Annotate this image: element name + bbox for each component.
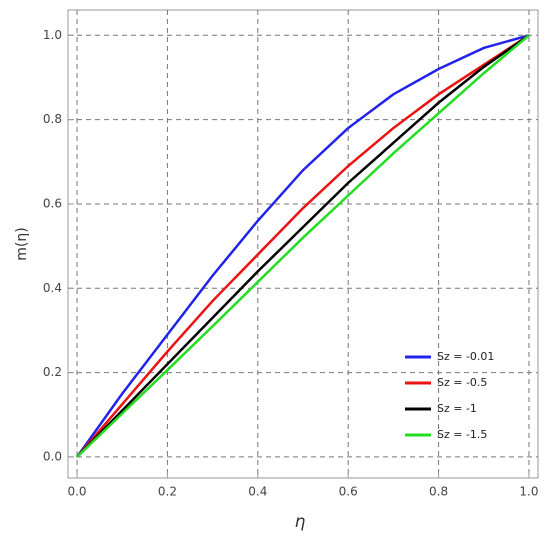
y-tick-label: 0.4 (43, 281, 62, 295)
legend-label: Sz = -0.01 (437, 350, 494, 363)
legend-label: Sz = -1 (437, 402, 477, 415)
x-tick-label: 0.2 (158, 485, 177, 499)
y-tick-label: 0.8 (43, 112, 62, 126)
x-tick-label: 0.6 (339, 485, 358, 499)
legend-label: Sz = -1.5 (437, 428, 487, 441)
series-line (76, 34, 530, 458)
series-line (76, 34, 530, 458)
y-tick-label: 0.0 (43, 449, 62, 463)
x-tick-label: 0.4 (248, 485, 267, 499)
y-tick-label: 0.6 (43, 196, 62, 210)
x-axis-label: η (295, 512, 306, 532)
series-line (76, 34, 530, 458)
series-line (76, 34, 530, 458)
x-tick-label: 1.0 (519, 485, 538, 499)
legend-label: Sz = -0.5 (437, 376, 487, 389)
y-tick-label: 1.0 (43, 28, 62, 42)
y-tick-label: 0.2 (43, 365, 62, 379)
x-tick-label: 0.8 (429, 485, 448, 499)
plot-frame (67, 9, 539, 479)
y-axis-label: m(η) (14, 227, 30, 260)
x-tick-label: 0.0 (67, 485, 86, 499)
